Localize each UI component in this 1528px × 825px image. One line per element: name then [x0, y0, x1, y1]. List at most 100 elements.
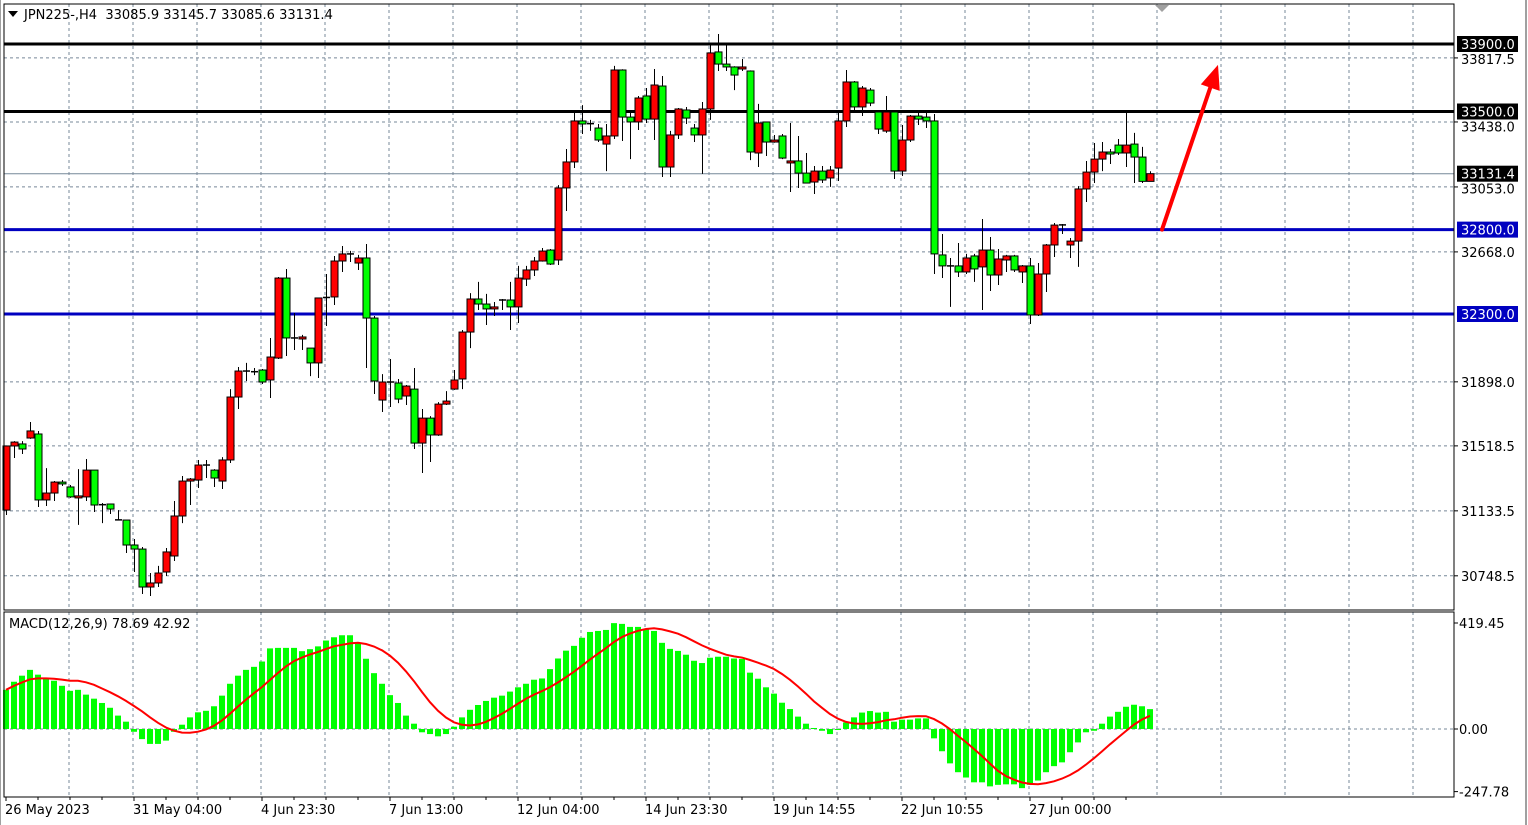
macd-histogram-bar: [467, 709, 473, 729]
candle-body: [506, 299, 515, 308]
macd-histogram-bar: [267, 648, 273, 729]
candle: [266, 337, 275, 399]
macd-histogram-bar: [947, 729, 953, 764]
candle: [594, 123, 603, 143]
macd-histogram-bar: [995, 729, 1001, 785]
macd-histogram-bar: [635, 626, 641, 729]
candle-body: [418, 417, 427, 444]
macd-histogram-bar: [651, 630, 657, 729]
time-label: 14 Jun 23:30: [645, 803, 728, 818]
candle-body: [802, 172, 811, 184]
macd-histogram-bar: [931, 729, 937, 739]
candle: [291, 312, 298, 350]
macd-histogram-bar: [75, 689, 81, 729]
macd-histogram-bar: [627, 626, 633, 729]
candle-body: [410, 388, 419, 444]
macd-histogram-bar: [803, 723, 809, 729]
macd-pane: [3, 623, 1454, 789]
macd-histogram-bar: [163, 729, 169, 741]
candle-body: [450, 379, 459, 390]
candle-body: [562, 161, 571, 189]
macd-histogram-bar: [379, 683, 385, 729]
macd-histogram-bar: [35, 674, 41, 729]
macd-histogram-bar: [203, 710, 209, 729]
candle-body: [66, 486, 75, 498]
macd-histogram-bar: [131, 729, 137, 732]
candle: [962, 253, 971, 275]
candle: [530, 256, 539, 277]
time-label: 22 Jun 10:55: [901, 803, 984, 818]
macd-histogram-bar: [1139, 706, 1145, 729]
macd-histogram-bar: [539, 678, 545, 729]
price-tick-label: 33438.0: [1461, 120, 1515, 135]
macd-histogram-bar: [971, 729, 977, 783]
macd-histogram-bar: [531, 679, 537, 729]
macd-histogram-bar: [59, 685, 65, 729]
macd-histogram-bar: [259, 661, 265, 729]
macd-histogram-bar: [843, 722, 849, 729]
candle-body: [962, 257, 971, 273]
candle-body: [178, 480, 187, 517]
candle: [194, 459, 203, 488]
macd-histogram-bar: [659, 642, 665, 729]
candle: [930, 114, 939, 275]
ohlc-low: 33085.6: [221, 8, 275, 23]
macd-histogram-bar: [371, 673, 377, 729]
macd-histogram-bar: [755, 678, 761, 729]
price-tick-label: 30748.5: [1461, 570, 1515, 585]
candle-body: [226, 396, 235, 461]
candle-body: [570, 120, 579, 163]
candle-body: [50, 481, 59, 494]
candle: [650, 68, 659, 141]
arrow-annotation[interactable]: [1160, 64, 1220, 232]
macd-histogram-bar: [491, 697, 497, 729]
macd-histogram-bar: [1075, 729, 1081, 743]
candle-body: [482, 303, 491, 310]
candle-body: [642, 95, 651, 120]
macd-histogram-bar: [507, 691, 513, 729]
candle-body: [698, 108, 707, 136]
time-axis: 26 May 2023 31 May 04:00 4 Jun 23:30 7 Jun …: [5, 797, 1127, 818]
macd-histogram-bar: [443, 729, 449, 735]
level-price-tag: [1457, 305, 1518, 322]
macd-histogram-bar: [1147, 709, 1153, 729]
candle: [874, 109, 883, 134]
macd-histogram-bar: [451, 726, 457, 729]
candle: [947, 257, 954, 307]
candle-body: [1130, 143, 1139, 158]
candle-body: [426, 417, 435, 436]
macd-signal-line: [5, 627, 1151, 786]
candle-body: [18, 443, 27, 450]
macd-histogram-bar: [195, 712, 201, 729]
candle: [1026, 257, 1035, 324]
macd-histogram-bar: [795, 716, 801, 729]
candle: [347, 250, 354, 263]
macd-histogram-bar: [675, 650, 681, 729]
time-label: 7 Jun 13:00: [389, 803, 463, 818]
macd-histogram-bar: [963, 729, 969, 778]
candle-body: [458, 331, 467, 380]
candle-body: [1146, 173, 1155, 182]
candle-body: [274, 277, 283, 359]
chart-header: JPN225-,H4 33085.9 33145.7 33085.6 33131…: [8, 8, 333, 23]
candle: [738, 59, 747, 71]
time-label: 27 Jun 00:00: [1029, 803, 1112, 818]
candle-body: [370, 317, 379, 382]
candle-body: [90, 469, 99, 506]
candle: [578, 105, 587, 134]
candle-body: [1034, 273, 1043, 316]
macd-histogram-bar: [771, 693, 777, 729]
macd-histogram-bar: [339, 635, 345, 729]
dropdown-triangle-icon[interactable]: [8, 11, 18, 17]
candle-body: [842, 81, 851, 122]
candle-body: [690, 127, 699, 136]
candle: [162, 548, 171, 577]
candle-body: [530, 260, 539, 271]
macd-histogram-bar: [323, 640, 329, 729]
candle: [243, 362, 250, 381]
candle-body: [610, 69, 619, 137]
candle: [203, 459, 210, 479]
macd-histogram-bar: [1051, 729, 1057, 767]
candle: [74, 469, 83, 525]
